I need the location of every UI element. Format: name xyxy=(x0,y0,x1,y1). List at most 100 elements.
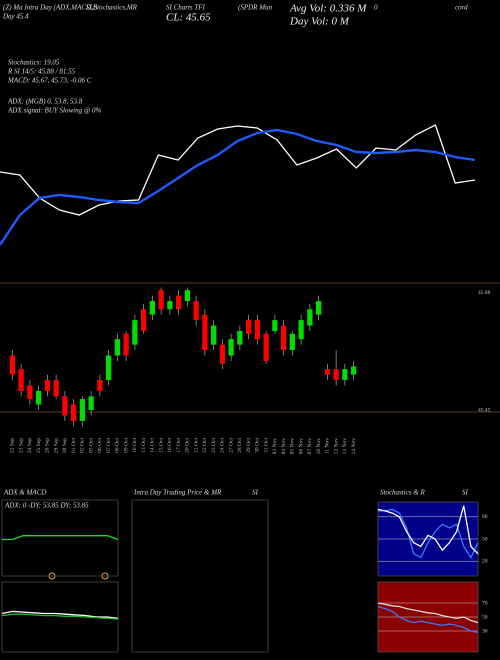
adx-text: ADX: (MGB) 0, 53.8, 53.8 xyxy=(7,98,83,106)
candle-body xyxy=(316,301,322,315)
adx-signal: ADX signal: BUY Slowing @ 0% xyxy=(7,107,102,115)
x-tick-label: 16 Oct xyxy=(167,438,173,453)
x-tick-label: 09 Oct xyxy=(123,438,129,453)
candle-body xyxy=(202,314,208,351)
x-tick-label: 10 Oct xyxy=(132,438,138,453)
series-line xyxy=(0,128,476,246)
candle-body xyxy=(114,339,120,356)
x-tick-label: 17 Oct xyxy=(176,438,182,453)
y-tick-label: 45.88 xyxy=(478,290,491,296)
x-tick-label: 06 Nov xyxy=(298,438,304,455)
candle-body xyxy=(324,369,330,375)
candle-body xyxy=(44,380,50,391)
x-tick-label: 01 Oct xyxy=(71,438,77,453)
candle-body xyxy=(184,290,190,302)
candle-body xyxy=(281,325,287,351)
x-tick-label: 27 Oct xyxy=(228,438,234,453)
series-line xyxy=(1,613,119,620)
x-tick-label: 11 Nov xyxy=(325,438,331,454)
macd-text: MACD: 45.67, 45.73, -0.06 C xyxy=(7,77,92,85)
candle-body xyxy=(106,355,112,381)
candle-body xyxy=(123,333,129,356)
candle-body xyxy=(88,396,94,411)
series-line xyxy=(1,610,119,620)
candle-body xyxy=(289,333,295,351)
x-tick-label: 26 Sep xyxy=(45,438,51,453)
candle-body xyxy=(342,369,348,381)
x-tick-label: 08 Oct xyxy=(115,438,121,453)
panel-subtitle: SI xyxy=(252,489,259,497)
candle-body xyxy=(167,301,173,310)
header-text: SI,Stochastics,MR xyxy=(86,4,138,12)
series-line xyxy=(2,535,119,541)
x-tick-label: 23 Sep xyxy=(18,438,24,453)
panel-frame xyxy=(131,499,269,653)
candle-body xyxy=(27,385,33,400)
x-tick-label: 22 Oct xyxy=(202,438,208,453)
series-line xyxy=(377,602,479,624)
series-line xyxy=(378,508,479,559)
x-tick-label: 28 Oct xyxy=(237,438,243,453)
candle-body xyxy=(9,355,15,375)
avg-volume: Avg Vol: 0.336 M xyxy=(289,3,367,15)
x-tick-label: 23 Oct xyxy=(211,438,217,453)
panel-title: Stochastics & R xyxy=(380,489,425,497)
panel-title: ADX & MACD xyxy=(3,489,46,497)
header-text: (Z) Ma Intra Day (ADX,MACD,B xyxy=(3,4,98,12)
x-tick-label: 05 Nov xyxy=(290,438,296,455)
y-tick-label: 50 xyxy=(482,614,488,620)
header-text: 0 xyxy=(374,4,378,12)
day-volume: Day Vol: 0 M xyxy=(289,16,350,28)
series-line xyxy=(377,605,479,634)
x-tick-label: 07 Oct xyxy=(106,438,112,453)
x-tick-label: 30 Sep xyxy=(62,438,68,453)
x-tick-label: 29 Sep xyxy=(53,438,59,453)
x-tick-label: 29 Oct xyxy=(246,438,252,453)
candle-body xyxy=(149,301,155,315)
x-tick-label: 14 Nov xyxy=(351,438,357,455)
candle-body xyxy=(141,309,147,332)
x-tick-label: 03 Oct xyxy=(88,438,94,453)
header-text: (SPDR Mun xyxy=(238,4,273,12)
rsi-text: R SI 14/5: 45.88 / 81.55 xyxy=(7,68,76,76)
x-tick-label: 10 Nov xyxy=(316,438,322,455)
panel-frame xyxy=(1,499,119,577)
x-tick-label: 30 Oct xyxy=(255,438,261,453)
candle-body xyxy=(158,290,164,310)
candle-body xyxy=(18,369,24,391)
candle-body xyxy=(97,380,103,391)
stochastics-text: Stochastics: 19.05 xyxy=(8,59,60,67)
x-tick-label: 13 Oct xyxy=(141,438,147,453)
panel-text: ADX: 0 -DY: 53.85 DY: 53.85 xyxy=(4,502,89,510)
candle-body xyxy=(219,344,225,364)
series-line xyxy=(377,505,479,555)
panel-title: Intra Day Trading Price & MR xyxy=(133,489,222,497)
series-line xyxy=(0,124,476,216)
candle-body xyxy=(211,325,217,345)
x-tick-label: 21 Oct xyxy=(193,438,199,453)
x-tick-label: 15 Oct xyxy=(158,438,164,453)
x-tick-label: 13 Nov xyxy=(342,438,348,455)
candle-body xyxy=(254,320,260,340)
x-tick-label: 24 Oct xyxy=(220,438,226,453)
y-tick-label: 20 xyxy=(482,558,488,564)
candle-body xyxy=(79,399,85,421)
header-text: SI Charts TFI xyxy=(166,4,206,12)
x-tick-label: 14 Oct xyxy=(150,438,156,453)
x-tick-label: 12 Nov xyxy=(333,438,339,455)
x-tick-label: 07 Nov xyxy=(307,438,313,455)
x-tick-label: 24 Sep xyxy=(27,438,33,453)
y-tick-label: 70 xyxy=(482,600,488,606)
candle-body xyxy=(298,320,304,340)
candle-body xyxy=(36,390,42,405)
y-tick-label: 50 xyxy=(482,536,488,542)
candle-body xyxy=(351,366,357,375)
candle-body xyxy=(263,333,269,361)
x-tick-label: 03 Nov xyxy=(272,438,278,455)
y-tick-label: 45.45 xyxy=(478,407,491,413)
x-tick-label: 20 Oct xyxy=(185,438,191,453)
x-tick-label: 22 Sep xyxy=(10,438,16,453)
x-tick-label: 25 Sep xyxy=(36,438,42,453)
